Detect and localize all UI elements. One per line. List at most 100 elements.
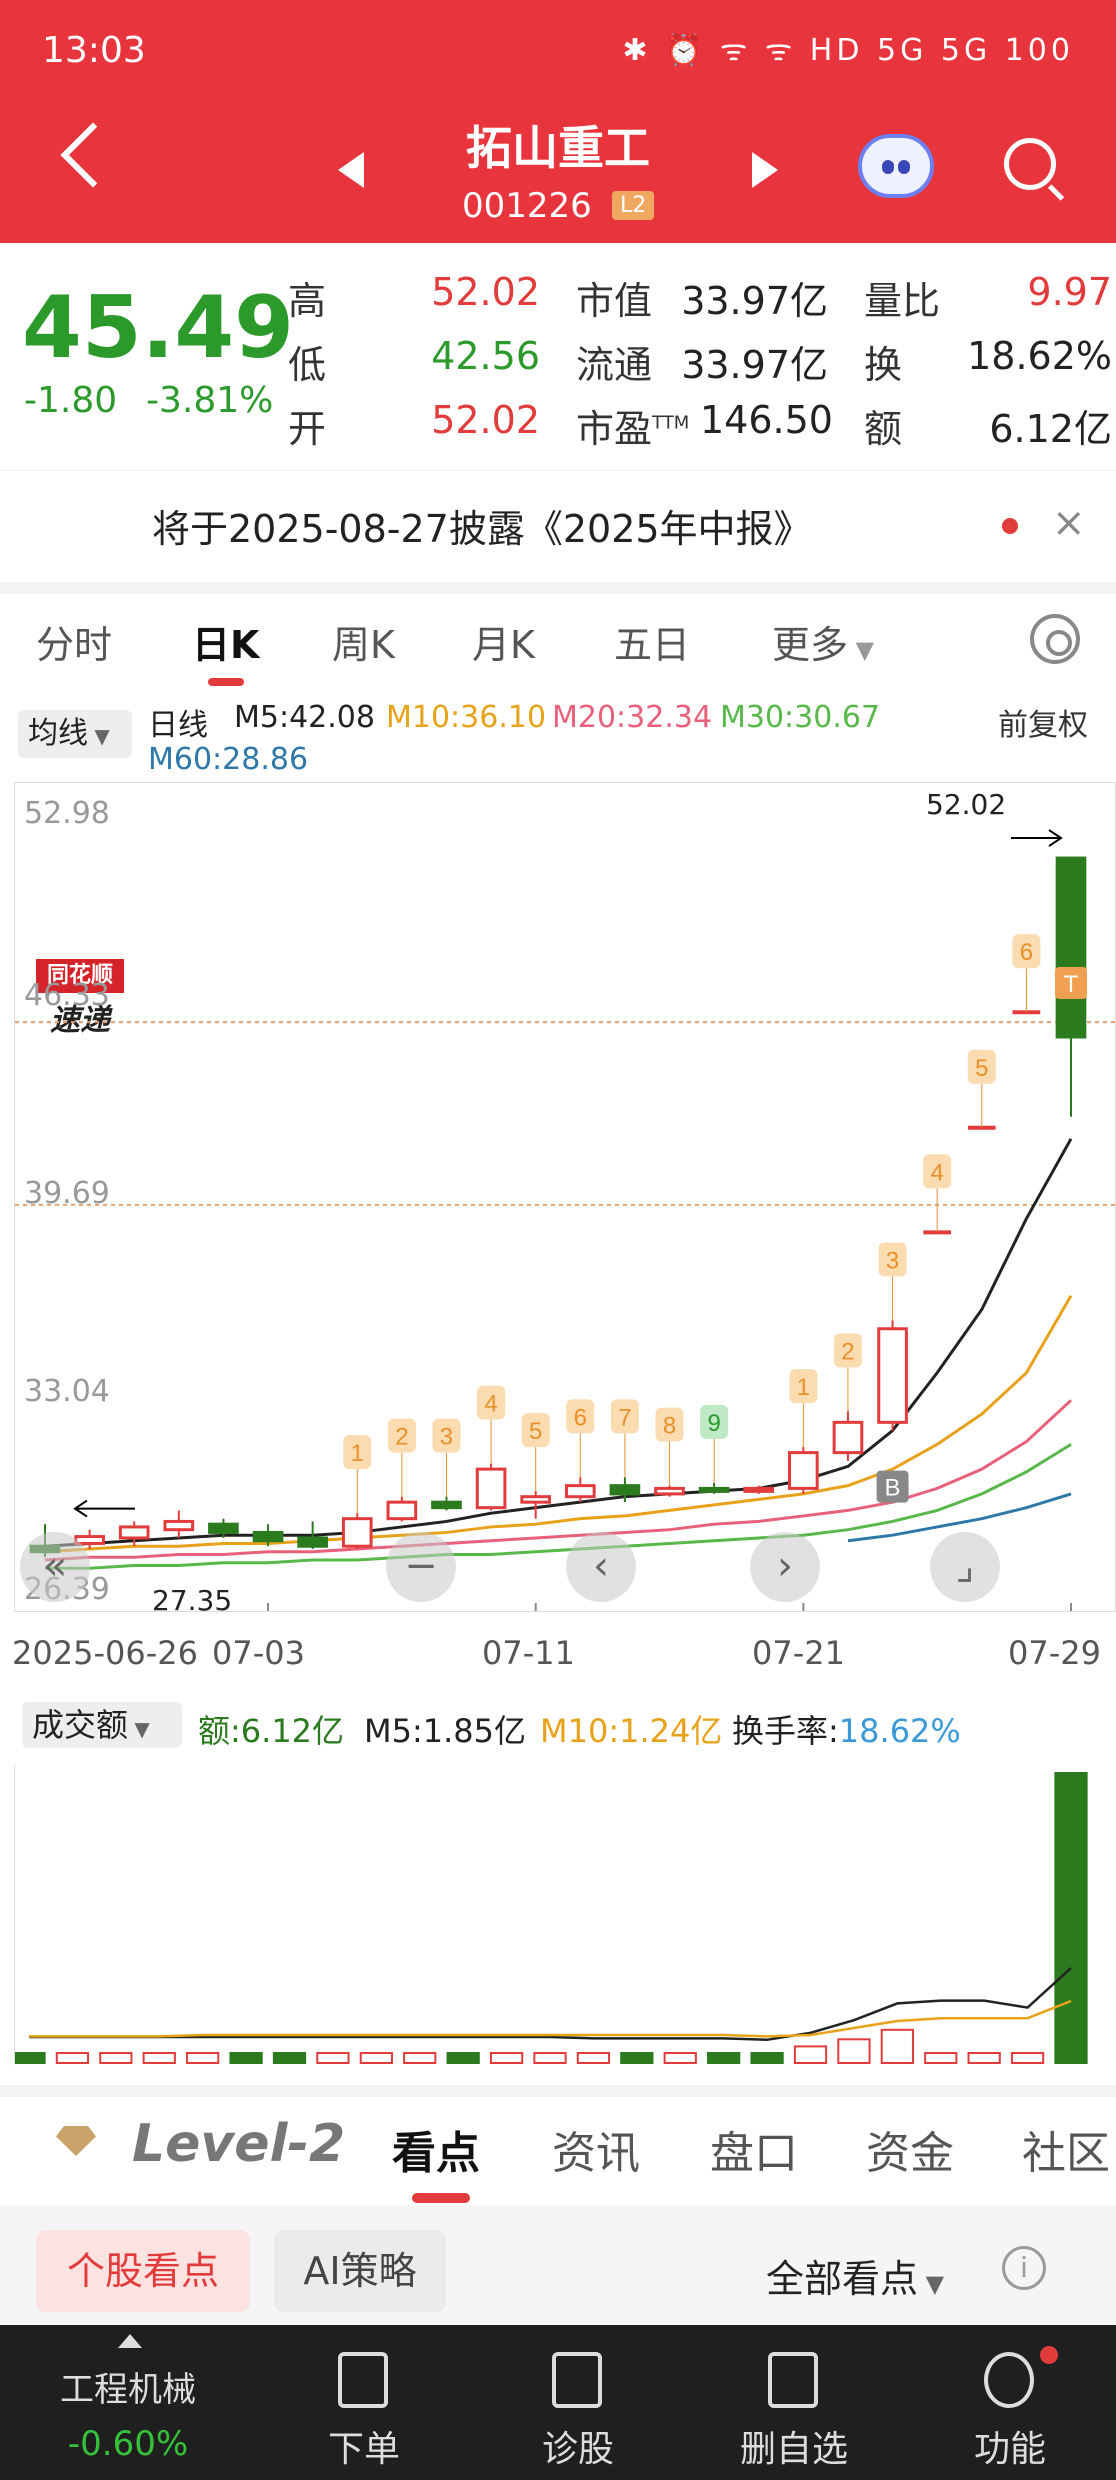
candle-body — [386, 1500, 418, 1521]
volume-bar — [142, 2052, 176, 2064]
tab-weekly-k[interactable]: 周K — [332, 623, 395, 667]
open-label: 开 — [288, 407, 327, 451]
sequence-marker — [967, 1049, 996, 1084]
volume-bar — [446, 2052, 480, 2064]
candle-body — [698, 1486, 730, 1493]
x-tick: 07-11 — [482, 1634, 575, 1672]
volume-bar — [837, 2038, 871, 2064]
remove-watchlist-icon[interactable] — [768, 2352, 818, 2408]
volume-bar — [533, 2052, 567, 2064]
sequence-marker-label: 6 — [574, 1404, 587, 1431]
volume-m5: M5:1.85亿 — [364, 1712, 527, 1750]
next-stock-icon[interactable] — [752, 152, 778, 188]
robot-assistant-icon[interactable] — [858, 134, 934, 198]
status-time: 13:03 — [42, 30, 146, 71]
volume-bar — [55, 2052, 90, 2064]
y-tick: 52.98 — [24, 796, 110, 831]
sequence-marker — [1012, 934, 1041, 969]
high-arrow-head — [1048, 829, 1063, 847]
order-icon[interactable] — [338, 2352, 388, 2408]
diagnose-icon[interactable] — [552, 2352, 602, 2408]
sector-name[interactable]: 工程机械 — [60, 2370, 196, 2410]
candle-body — [475, 1467, 507, 1510]
low-value: 42.56 — [431, 334, 540, 378]
nav-remove-watchlist[interactable]: 删自选 — [739, 2429, 848, 2470]
unread-dot — [1002, 518, 1018, 534]
tab-news[interactable]: 资讯 — [552, 2128, 640, 2179]
volume-ratio-value: 9.97 — [1027, 270, 1112, 314]
candle-body — [1055, 856, 1087, 1039]
tab-more[interactable]: 更多 ▼ — [772, 623, 875, 667]
signal-badge — [1055, 966, 1087, 999]
candle-body — [788, 1451, 819, 1490]
turnover-label: 换 — [864, 343, 903, 387]
tab-community[interactable]: 社区 — [1022, 2128, 1110, 2179]
ma-line-m5 — [44, 1138, 1073, 1548]
scroll-left-icon[interactable]: ‹ — [566, 1532, 636, 1602]
ai-strategy-tab[interactable]: AI策略 — [274, 2230, 446, 2312]
sequence-marker — [477, 1385, 506, 1420]
notice-text[interactable]: 将于2025-08-27披露《2025年中报》 — [152, 507, 812, 551]
low-label: 低 — [288, 343, 327, 387]
pe-value: 146.50 — [700, 398, 833, 442]
stock-highlights-tab[interactable]: 个股看点 — [36, 2230, 250, 2312]
volume-bar — [229, 2052, 263, 2064]
highlight-filter[interactable]: 全部看点 ▼ — [766, 2257, 945, 2301]
close-icon[interactable]: × — [1052, 500, 1086, 546]
volume-bar — [316, 2052, 350, 2064]
volume-bar — [272, 2052, 307, 2064]
high-value: 52.02 — [431, 270, 540, 314]
tab-monthly-k[interactable]: 月K — [472, 623, 535, 667]
sequence-marker-label: 1 — [351, 1440, 364, 1467]
x-tick: 07-29 — [1008, 1634, 1101, 1672]
sequence-marker — [521, 1413, 550, 1448]
volume-bar — [12, 2052, 46, 2064]
tab-level2[interactable]: Level-2 — [132, 2114, 346, 2174]
volume-ratio-label: 量比 — [864, 279, 941, 323]
period-label: 日线 — [148, 708, 208, 743]
signal-badge — [876, 1470, 909, 1503]
high-label: 高 — [288, 279, 327, 323]
candle-body — [297, 1536, 328, 1548]
scroll-start-icon[interactable]: « — [20, 1532, 90, 1602]
candle-body — [252, 1530, 284, 1543]
fullscreen-icon[interactable]: ⌟ — [930, 1532, 1000, 1602]
nav-order[interactable]: 下单 — [327, 2429, 400, 2470]
tab-five-day[interactable]: 五日 — [614, 623, 691, 667]
content-tabs — [0, 2085, 1116, 2205]
info-icon[interactable]: i — [1002, 2246, 1046, 2290]
tab-intraday[interactable]: 分时 — [36, 623, 113, 667]
price-change-pct: -3.81% — [146, 380, 274, 421]
high-price-label: 52.02 — [926, 788, 1007, 821]
indicator-selector[interactable]: 均线 ▼ — [18, 710, 132, 758]
volume-bar — [880, 2028, 914, 2065]
low-arrow-head — [73, 1499, 88, 1518]
tab-funds[interactable]: 资金 — [866, 2128, 954, 2179]
chart-settings-icon[interactable] — [1030, 614, 1080, 664]
volume-chart[interactable] — [12, 1765, 1116, 2065]
expand-up-icon[interactable] — [118, 2334, 142, 2348]
kline-chart[interactable]: 1 2 3 4 5 6 7 8 9 1 2 3 4 5 6 B T — [14, 782, 1116, 1612]
tab-orderbook[interactable]: 盘口 — [710, 2128, 798, 2179]
tab-daily-k[interactable]: 日K — [192, 623, 260, 667]
nav-functions[interactable]: 功能 — [973, 2429, 1046, 2470]
menu-icon[interactable] — [984, 2352, 1034, 2408]
sequence-marker-label: 4 — [930, 1159, 943, 1186]
volume-bar — [793, 2045, 828, 2065]
adjust-mode[interactable]: 前复权 — [998, 708, 1088, 743]
previous-stock-icon[interactable] — [338, 152, 364, 188]
search-icon[interactable] — [1004, 138, 1056, 190]
sequence-marker — [566, 1399, 595, 1434]
volume-svg — [12, 1772, 1088, 2065]
tab-highlights[interactable]: 看点 — [392, 2128, 480, 2179]
sequence-marker-label: 3 — [886, 1247, 899, 1274]
scroll-right-icon[interactable]: › — [750, 1532, 820, 1602]
volume-indicator-selector[interactable]: 成交额 ▼ — [22, 1702, 182, 1748]
sequence-marker-label: 9 — [707, 1410, 720, 1437]
nav-diagnose[interactable]: 诊股 — [541, 2429, 614, 2470]
x-tick: 2025-06-26 — [12, 1634, 198, 1672]
zoom-out-icon[interactable]: − — [386, 1532, 456, 1602]
sequence-marker — [432, 1418, 461, 1453]
sequence-marker — [878, 1242, 907, 1277]
y-tick: 39.69 — [24, 1176, 110, 1211]
